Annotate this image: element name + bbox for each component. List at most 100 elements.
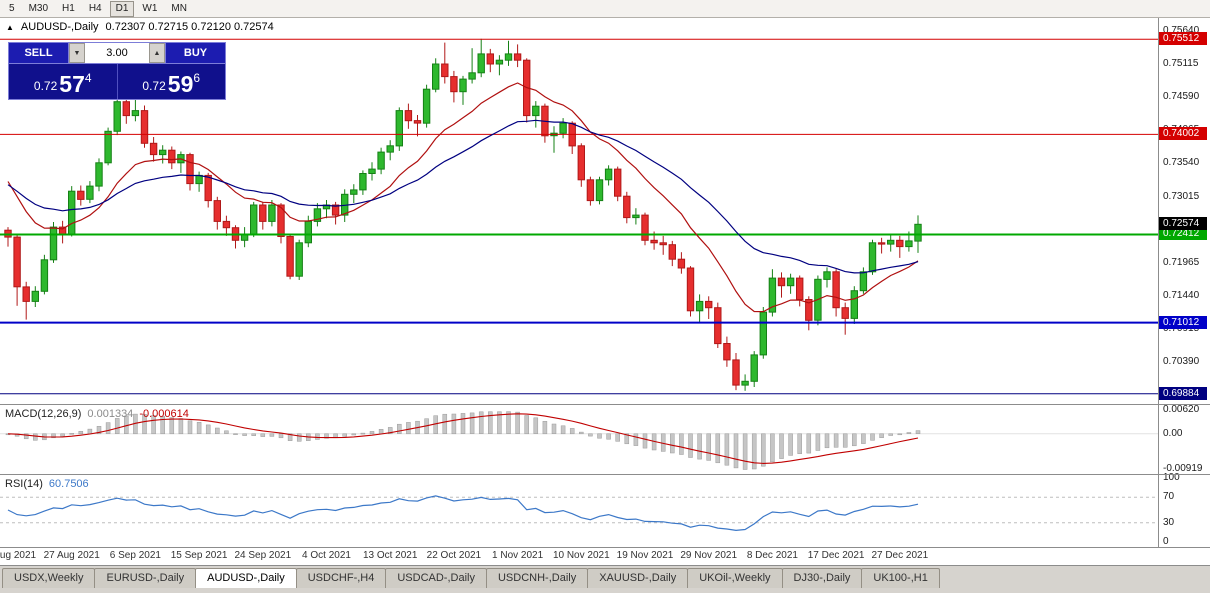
candle-body	[759, 311, 767, 356]
candle-body	[677, 258, 686, 269]
pane-separator[interactable]	[0, 404, 1210, 405]
candle-body	[49, 226, 58, 261]
macd-histogram-bar	[342, 433, 347, 437]
sell-price-main: 57	[59, 71, 85, 97]
macd-histogram-bar	[797, 433, 802, 454]
macd-histogram-bar	[60, 433, 65, 437]
candle-body	[77, 190, 85, 200]
macd-histogram-bar	[688, 433, 693, 458]
macd-histogram-bar	[888, 433, 893, 436]
macd-histogram-bar	[33, 433, 38, 441]
candle-body	[513, 53, 522, 61]
candle-body	[896, 239, 904, 248]
chart-tab-usdcnh-daily[interactable]: USDCNH-,Daily	[485, 568, 589, 588]
macd-histogram-bar	[788, 433, 793, 456]
moving-average-line	[7, 82, 919, 313]
macd-histogram-bar	[215, 427, 220, 434]
buy-button[interactable]: BUY	[165, 43, 225, 63]
macd-histogram-bar	[751, 433, 757, 470]
candle-body	[359, 173, 367, 191]
period-button-mn[interactable]: MN	[165, 1, 193, 17]
candle-body	[422, 88, 431, 124]
macd-histogram-bar	[224, 430, 229, 434]
volume-input[interactable]	[85, 43, 149, 63]
date-axis-label: 6 Sep 2021	[109, 550, 161, 561]
candle-body	[368, 168, 376, 175]
candle-body	[95, 162, 103, 187]
period-button-m30[interactable]: M30	[23, 1, 54, 17]
buy-price-pipette: 6	[193, 71, 201, 85]
candle-body	[122, 101, 130, 117]
candle-body	[468, 72, 476, 80]
candle-body	[86, 185, 94, 200]
macd-histogram-bar	[442, 413, 448, 434]
period-button-d1[interactable]: D1	[109, 0, 135, 17]
macd-histogram-bar	[360, 432, 366, 435]
date-axis-label: 29 Nov 2021	[680, 550, 738, 561]
candle-body	[31, 290, 39, 302]
volume-decrease-icon[interactable]: ▼	[69, 43, 85, 63]
chart-tab-uk100-h1[interactable]: UK100-,H1	[861, 568, 940, 588]
macd-histogram-bar	[542, 421, 548, 435]
macd-histogram-bar	[551, 423, 557, 434]
candle-body	[577, 145, 585, 181]
volume-increase-icon[interactable]: ▲	[149, 43, 165, 63]
rsi-axis-tick: 70	[1163, 491, 1175, 503]
macd-histogram-bar	[315, 433, 320, 440]
macd-histogram-bar	[460, 413, 466, 434]
sell-price-display[interactable]: 0.72 57 4	[9, 64, 118, 99]
chart-tab-usdchf-h4[interactable]: USDCHF-,H4	[295, 568, 387, 588]
period-button-5[interactable]: 5	[3, 1, 21, 17]
date-axis-label: 18 Aug 2021	[0, 550, 37, 561]
period-button-h1[interactable]: H1	[56, 1, 81, 17]
candle-body	[204, 174, 212, 202]
candle-body	[186, 154, 194, 185]
candle-body	[850, 290, 858, 319]
buy-price-display[interactable]: 0.72 59 6	[118, 64, 226, 99]
price-level-tag: 0.71012	[1159, 315, 1207, 329]
macd-histogram-bar	[87, 428, 93, 435]
chart-tab-usdx-weekly[interactable]: USDX,Weekly	[2, 568, 96, 588]
chart-tab-xauusd-daily[interactable]: XAUUSD-,Daily	[587, 568, 689, 588]
candle-body	[195, 174, 203, 185]
macd-name: MACD(12,26,9)	[5, 408, 82, 420]
chart-tab-audusd-daily[interactable]: AUDUSD-,Daily	[195, 568, 297, 588]
macd-histogram-bar	[697, 433, 702, 460]
macd-histogram-bar	[378, 429, 384, 435]
candle-body	[723, 343, 731, 361]
macd-histogram-bar	[806, 433, 812, 454]
macd-histogram-bar	[670, 433, 675, 454]
expand-chart-icon[interactable]: ▲	[6, 22, 14, 32]
sell-button[interactable]: SELL	[9, 43, 69, 63]
sell-price-pipette: 4	[84, 71, 92, 85]
moving-average-line	[7, 119, 919, 274]
candle-body	[277, 204, 285, 237]
macd-histogram-bar	[451, 413, 457, 435]
macd-histogram-bar	[579, 431, 584, 435]
period-button-h4[interactable]: H4	[83, 1, 108, 17]
candle-body	[604, 168, 613, 181]
candle-body	[404, 110, 413, 122]
candle-body	[623, 195, 631, 219]
macd-histogram-bar	[242, 433, 247, 436]
macd-histogram-bar	[205, 424, 211, 435]
macd-histogram-bar	[287, 433, 293, 441]
macd-histogram-bar	[615, 433, 620, 442]
candle-body	[796, 277, 804, 301]
chart-tab-eurusd-daily[interactable]: EURUSD-,Daily	[94, 568, 197, 588]
pane-separator[interactable]	[0, 474, 1210, 475]
macd-histogram-bar	[351, 433, 357, 436]
period-toolbar: 5 M30 H1 H4 D1 W1 MN	[0, 0, 1210, 18]
rsi-axis-tick: 0	[1163, 536, 1169, 547]
price-chart-canvas[interactable]	[0, 18, 1158, 547]
candle-body	[768, 277, 777, 313]
price-axis-tick: 0.75640	[1163, 25, 1200, 37]
period-button-w1[interactable]: W1	[136, 1, 163, 17]
chart-tab-ukoil-weekly[interactable]: UKOil-,Weekly	[687, 568, 783, 588]
chart-window: 0.756400.751150.745900.740650.735400.730…	[0, 18, 1210, 565]
chart-tab-usdcad-daily[interactable]: USDCAD-,Daily	[385, 568, 487, 588]
candle-body	[350, 189, 358, 195]
candle-body	[313, 208, 322, 222]
chart-tab-dj30-daily[interactable]: DJ30-,Daily	[781, 568, 863, 588]
macd-histogram-bar	[142, 414, 147, 435]
